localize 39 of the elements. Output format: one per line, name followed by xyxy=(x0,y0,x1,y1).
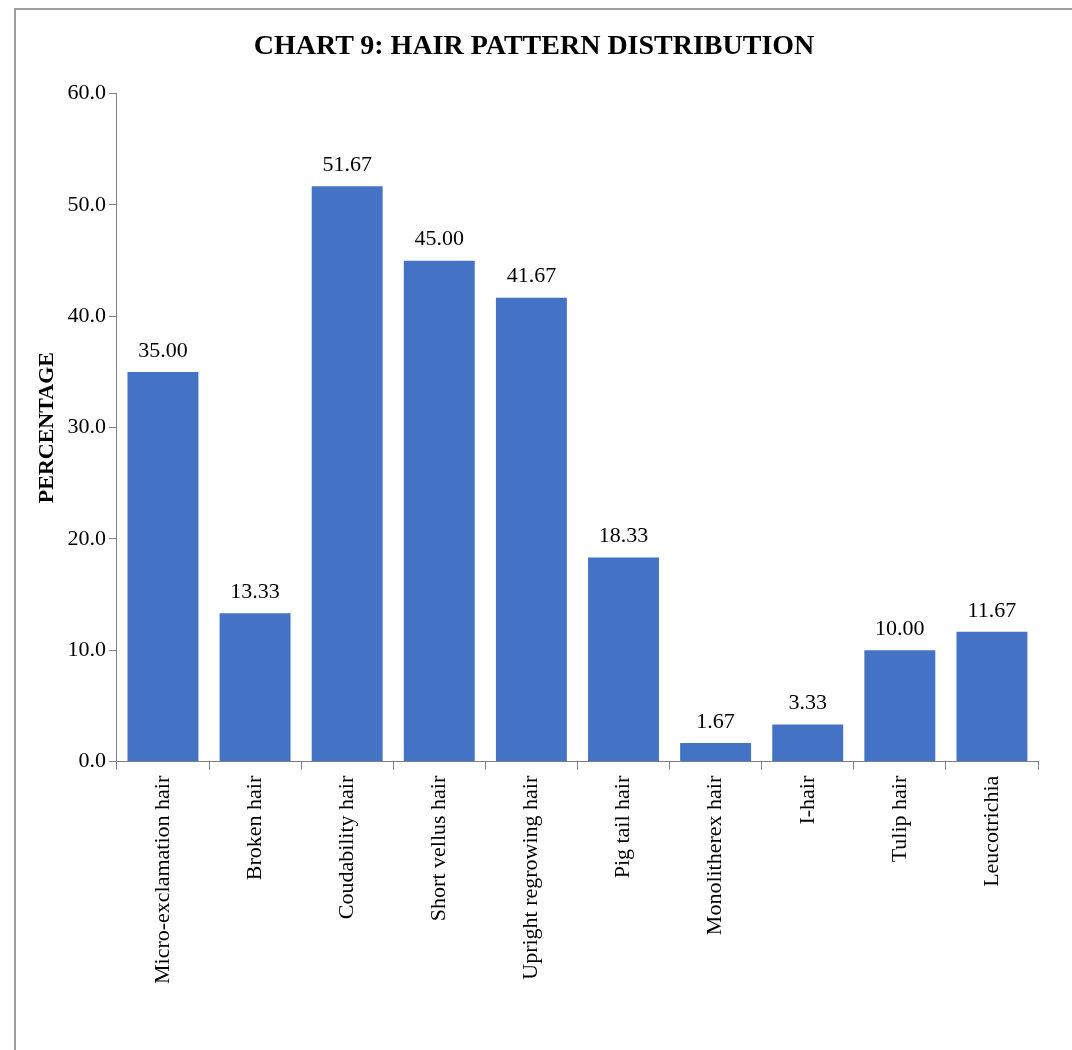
bar xyxy=(588,557,659,762)
x-tick-label: Pig tail hair xyxy=(609,775,635,879)
y-tick-label: 50.0 xyxy=(67,190,106,216)
x-tick-label: Leucotrichia xyxy=(977,775,1003,887)
data-label: 45.00 xyxy=(414,225,465,251)
data-label: 3.33 xyxy=(788,689,827,715)
x-tick-label: Coudability hair xyxy=(332,775,358,920)
x-tick-label: Short vellus hair xyxy=(425,775,451,922)
x-tick-label: Upright regrowing hair xyxy=(517,775,543,980)
data-label: 18.33 xyxy=(598,522,649,548)
data-label: 1.67 xyxy=(696,707,735,733)
bar xyxy=(680,743,752,762)
data-label: 35.00 xyxy=(138,336,188,362)
data-label: 13.33 xyxy=(230,578,280,604)
y-tick-label: 40.0 xyxy=(67,302,106,328)
data-label: 11.67 xyxy=(967,596,1017,622)
bar xyxy=(495,297,567,762)
bar xyxy=(127,371,199,762)
x-tick-label: Tulip hair xyxy=(885,775,911,863)
x-tick-label: I-hair xyxy=(793,775,819,825)
y-tick-label: 0.0 xyxy=(78,747,106,773)
chart-title: CHART 9: HAIR PATTERN DISTRIBUTION xyxy=(253,29,815,61)
bar xyxy=(864,650,936,762)
y-tick-label: 20.0 xyxy=(67,524,106,550)
bar xyxy=(403,260,475,762)
bar xyxy=(219,613,291,762)
y-tick-label: 30.0 xyxy=(67,413,106,439)
bar xyxy=(311,186,383,762)
y-tick-label: 10.0 xyxy=(67,636,106,662)
data-label: 51.67 xyxy=(322,151,372,177)
y-axis-title: PERCENTAGE xyxy=(32,352,58,504)
x-tick-label: Monolitherex hair xyxy=(701,775,727,936)
y-tick-label: 60.0 xyxy=(67,79,106,105)
bar xyxy=(772,724,844,762)
bar xyxy=(956,631,1028,762)
data-label: 10.00 xyxy=(875,615,925,641)
data-label: 41.67 xyxy=(506,262,557,288)
x-tick-label: Broken hair xyxy=(240,775,266,881)
x-tick-label: Micro-exclamation hair xyxy=(148,775,174,985)
